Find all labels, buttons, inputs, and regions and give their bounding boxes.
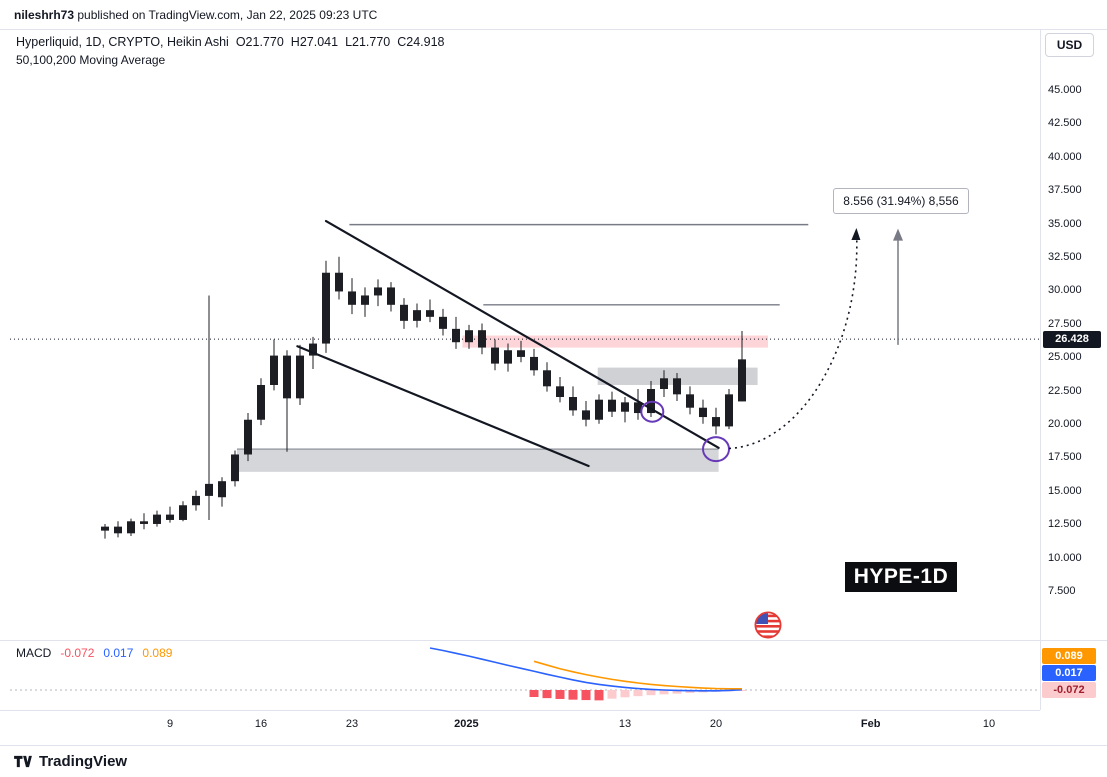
time-axis-label: 16 xyxy=(254,718,268,730)
macd-histogram-box: -0.072 xyxy=(1042,682,1096,698)
symbol-title: Hyperliquid, 1D, CRYPTO, Heikin Ashi xyxy=(16,35,229,49)
time-axis-label: 2025 xyxy=(454,718,479,730)
ohlc-high: H27.041 xyxy=(290,35,339,49)
macd-line-value: 0.017 xyxy=(103,646,134,660)
price-axis-label: 7.500 xyxy=(1048,585,1076,598)
publisher-username: nileshrh73 xyxy=(14,8,75,22)
pane-separator[interactable] xyxy=(0,640,1107,641)
price-axis-label: 25.000 xyxy=(1048,351,1082,364)
publish-info: published on TradingView.com, Jan 22, 20… xyxy=(74,8,378,22)
ohlc-open: O21.770 xyxy=(235,35,284,49)
publish-header: nileshrh73 published on TradingView.com,… xyxy=(0,0,1107,30)
price-axis-label: 35.000 xyxy=(1048,217,1082,230)
price-axis[interactable]: 26.428 45.000 42.500 40.000 37.500 35.000 32.… xyxy=(1040,30,1107,710)
tradingview-logo-icon[interactable] xyxy=(13,754,33,769)
us-flag-sticker[interactable] xyxy=(754,611,782,644)
price-axis-label: 15.000 xyxy=(1048,484,1082,497)
price-axis-label: 45.000 xyxy=(1048,84,1082,96)
price-axis-label: 32.500 xyxy=(1048,251,1082,264)
price-axis-label: 20.000 xyxy=(1048,418,1082,431)
price-axis-label: 12.500 xyxy=(1048,518,1082,531)
time-axis-label: 9 xyxy=(166,718,174,730)
time-axis-label: 20 xyxy=(709,718,723,730)
price-axis-label: 40.000 xyxy=(1048,150,1082,163)
price-axis-label: 27.500 xyxy=(1048,317,1082,330)
price-line-tag: 26.428 xyxy=(1043,330,1101,348)
macd-signal-value: 0.089 xyxy=(142,646,173,660)
tradingview-wordmark[interactable]: TradingView xyxy=(39,753,128,770)
macd-axis-values: 0.089 0.017 -0.072 xyxy=(1042,648,1096,699)
footer: TradingView xyxy=(0,745,1107,777)
time-axis-label: 23 xyxy=(345,718,359,730)
time-axis-label: Feb xyxy=(860,718,881,730)
macd-histogram-value: -0.072 xyxy=(60,646,95,660)
moving-average-legend: 50,100,200 Moving Average xyxy=(16,53,166,67)
price-axis-label: 10.000 xyxy=(1048,551,1082,564)
measure-label[interactable]: 8.556 (31.94%) 8,556 xyxy=(833,188,969,214)
macd-title: MACD xyxy=(16,646,52,660)
chart-legend: Hyperliquid, 1D, CRYPTO, Heikin Ashi O21… xyxy=(16,35,445,67)
time-axis-label: 10 xyxy=(982,718,996,730)
price-axis-label: 22.500 xyxy=(1048,384,1082,397)
time-axis[interactable]: 9 16 23 2025 13 20 Feb 10 xyxy=(0,710,1040,739)
price-axis-label: 42.500 xyxy=(1048,117,1082,130)
price-axis-label: 37.500 xyxy=(1048,184,1082,197)
ohlc-low: L21.770 xyxy=(345,35,391,49)
macd-value-box: 0.017 xyxy=(1042,665,1096,681)
symbol-badge[interactable]: HYPE-1D xyxy=(845,562,957,592)
macd-legend: MACD -0.072 0.017 0.089 xyxy=(16,646,172,660)
currency-button[interactable]: USD xyxy=(1045,33,1094,57)
price-axis-label: 30.000 xyxy=(1048,284,1082,297)
macd-signal-box: 0.089 xyxy=(1042,648,1096,664)
ohlc-close: C24.918 xyxy=(397,35,445,49)
price-axis-label: 17.500 xyxy=(1048,451,1082,464)
time-axis-label: 13 xyxy=(618,718,632,730)
us-flag-icon xyxy=(754,611,782,639)
